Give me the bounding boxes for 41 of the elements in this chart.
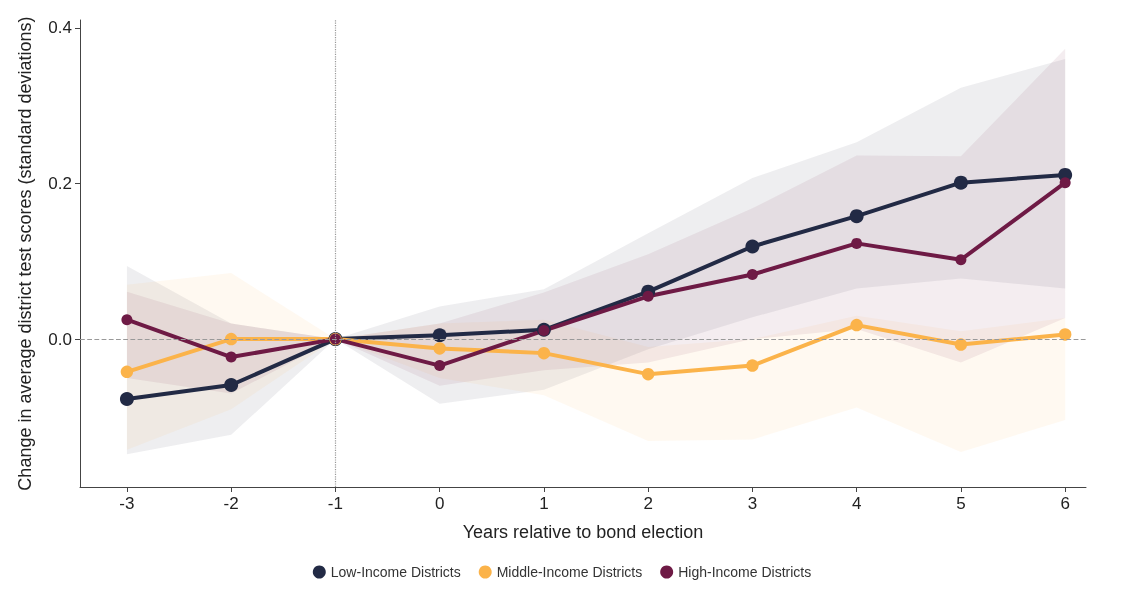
point	[433, 342, 446, 355]
x-tick-label: -1	[327, 494, 343, 513]
point	[225, 351, 237, 363]
point	[953, 175, 968, 190]
x-tick-label: 3	[747, 494, 758, 513]
point	[849, 209, 864, 224]
point	[851, 237, 863, 249]
point	[746, 359, 759, 372]
point	[850, 318, 863, 332]
point	[745, 239, 760, 254]
point	[121, 314, 133, 326]
x-tick-label: 6	[1060, 494, 1070, 513]
x-tick-label: 1	[539, 494, 549, 513]
point	[746, 269, 758, 281]
x-tick-label: 5	[956, 494, 966, 513]
x-tick-label: -3	[119, 494, 135, 513]
point	[120, 365, 134, 379]
point	[537, 346, 551, 360]
point	[641, 367, 655, 381]
point	[955, 254, 967, 266]
x-tick-label: 2	[643, 494, 653, 513]
x-axis-title: Years relative to bond election	[462, 522, 704, 542]
point	[1059, 177, 1071, 189]
y-tick-label: 0.0	[48, 329, 72, 349]
point	[224, 332, 238, 346]
point	[1058, 328, 1072, 341]
point	[434, 360, 446, 372]
y-tick-label: 0.2	[48, 173, 72, 193]
y-axis-title: Change in average district test scores (standard deviations)	[15, 16, 35, 491]
legend-label: Low-Income Districts	[330, 564, 461, 580]
point	[119, 392, 134, 407]
x-tick-label: 4	[851, 494, 862, 513]
y-tick-label: 0.4	[48, 18, 72, 38]
legend-label: Middle-Income Districts	[496, 564, 643, 580]
point	[224, 378, 239, 393]
x-tick-label: 0	[434, 494, 445, 513]
point	[642, 290, 654, 302]
point	[432, 328, 447, 343]
legend-label: High-Income Districts	[678, 564, 812, 580]
point	[954, 338, 968, 351]
x-tick-label: -2	[223, 494, 239, 513]
